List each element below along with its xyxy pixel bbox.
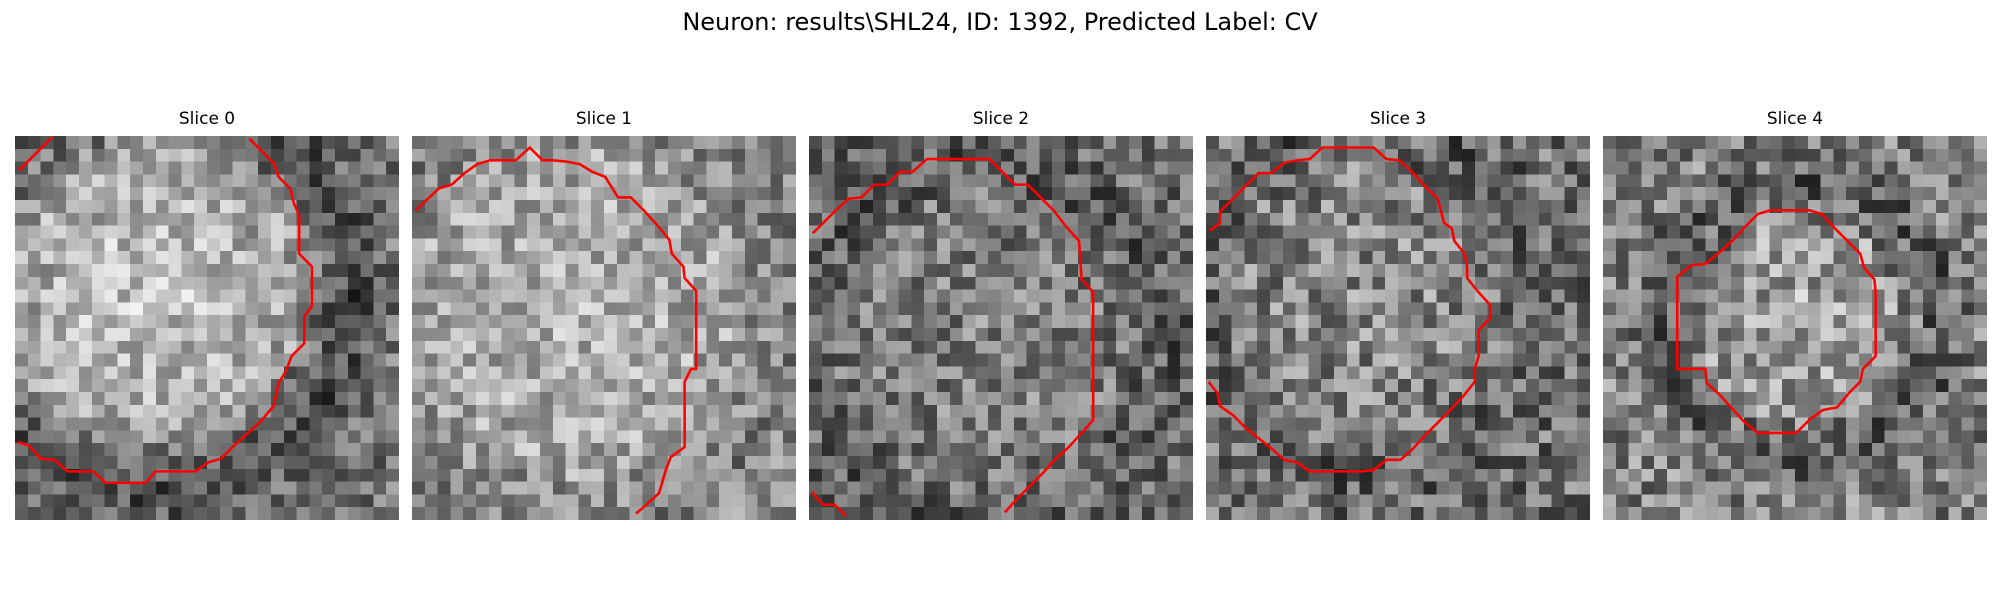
segmentation-contour bbox=[17, 137, 314, 485]
segmentation-contour bbox=[810, 490, 848, 518]
pixel-grid bbox=[15, 136, 399, 520]
microscopy-image bbox=[15, 136, 399, 520]
pixel-grid bbox=[412, 136, 796, 520]
pixel-grid bbox=[1603, 136, 1987, 520]
segmentation-contour bbox=[1675, 208, 1877, 435]
slice-title: Slice 3 bbox=[1369, 109, 1427, 129]
microscopy-image bbox=[412, 136, 796, 520]
slice-title: Slice 4 bbox=[1766, 109, 1824, 129]
slice-panel-2: Slice 2 bbox=[809, 108, 1193, 520]
slice-panel-1: Slice 1 bbox=[412, 108, 796, 520]
microscopy-image bbox=[1603, 136, 1987, 520]
slice-title: Slice 2 bbox=[972, 109, 1030, 129]
segmentation-contour bbox=[17, 136, 54, 172]
microscopy-image bbox=[1206, 136, 1590, 520]
segmentation-contour bbox=[414, 146, 698, 515]
slice-panel-4: Slice 4 bbox=[1603, 108, 1987, 520]
segmentation-contour bbox=[811, 157, 1095, 514]
slice-title: Slice 0 bbox=[178, 109, 236, 129]
slice-title: Slice 1 bbox=[575, 109, 633, 129]
segmentation-contour bbox=[1207, 146, 1492, 473]
pixel-grid bbox=[809, 136, 1193, 520]
microscopy-image bbox=[809, 136, 1193, 520]
slice-panel-3: Slice 3 bbox=[1206, 108, 1590, 520]
slice-panel-0: Slice 0 bbox=[15, 108, 399, 520]
pixel-grid bbox=[1206, 136, 1590, 520]
figure-title: Neuron: results\SHL24, ID: 1392, Predict… bbox=[682, 8, 1318, 36]
